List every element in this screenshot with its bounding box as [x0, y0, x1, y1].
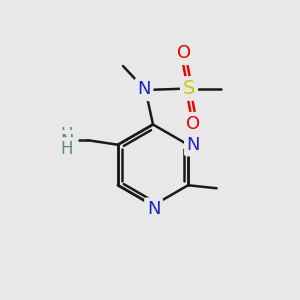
Text: H: H — [61, 126, 73, 144]
Text: O: O — [177, 44, 192, 62]
Text: S: S — [183, 79, 195, 98]
Text: N: N — [147, 200, 160, 218]
Text: O: O — [186, 115, 201, 133]
Text: N: N — [137, 80, 151, 98]
Text: H: H — [61, 140, 73, 158]
Text: N: N — [60, 133, 74, 151]
Text: N: N — [187, 136, 200, 154]
